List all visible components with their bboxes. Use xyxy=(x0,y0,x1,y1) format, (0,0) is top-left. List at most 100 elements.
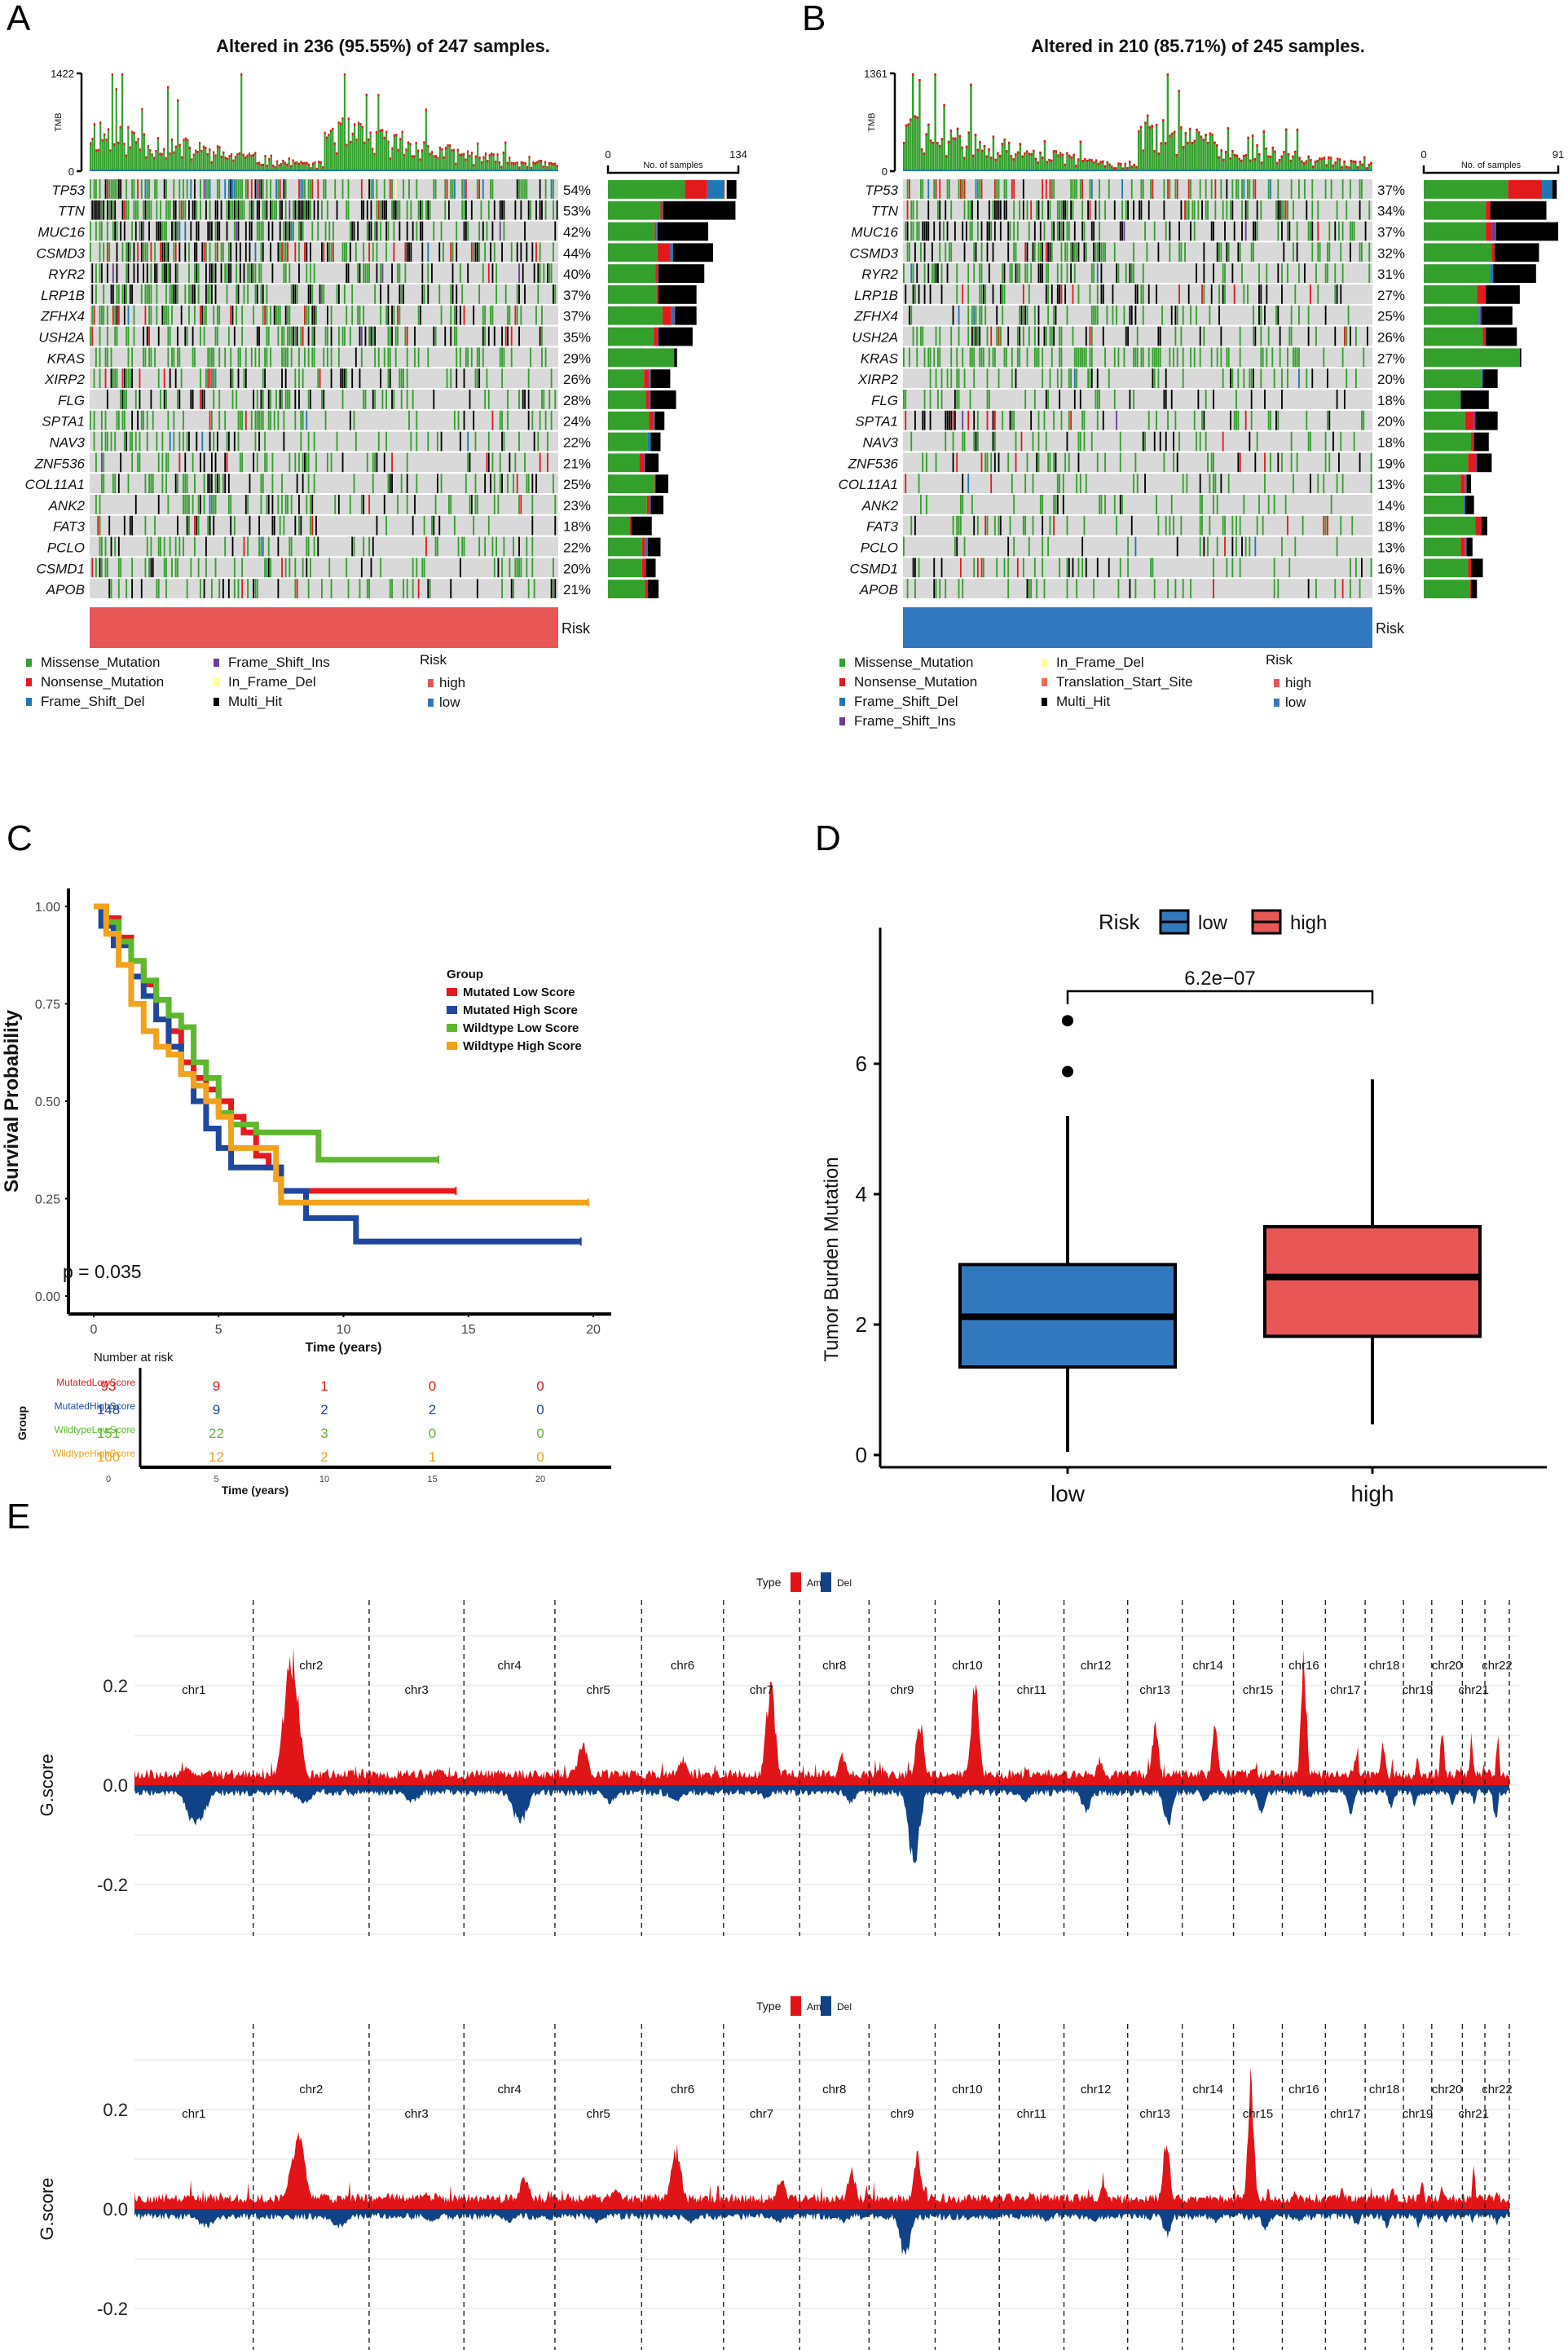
oncoplot-cell xyxy=(100,452,103,473)
tmb-bar-cap xyxy=(214,154,217,157)
tmb-bar-cap xyxy=(983,144,986,148)
oncoplot-cell xyxy=(203,326,205,346)
oncoplot-cell xyxy=(945,410,947,430)
oncoplot-cell xyxy=(262,242,264,262)
oncoplot-cell xyxy=(387,284,390,304)
tmb-bar-cap xyxy=(91,138,94,141)
oncoplot-cell xyxy=(998,326,1000,346)
oncoplot-cell xyxy=(294,368,297,388)
oncoplot-cell xyxy=(905,410,907,430)
oncoplot-cell xyxy=(1281,536,1283,557)
oncoplot-cell xyxy=(1253,368,1254,388)
oncoplot-cell xyxy=(351,305,354,325)
tmb-bar xyxy=(278,164,280,171)
side-bar-segment xyxy=(662,306,672,325)
oncoplot-cell xyxy=(933,347,936,368)
tmb-bar-cap xyxy=(1084,157,1086,161)
oncoplot-cell xyxy=(197,515,200,536)
oncoplot-cell xyxy=(1262,515,1264,536)
tmb-bar-cap xyxy=(1086,160,1089,163)
tmb-bar xyxy=(216,145,219,171)
tmb-bar-cap xyxy=(520,161,522,164)
oncoplot-cell xyxy=(133,200,135,220)
oncoplot-cell xyxy=(1239,452,1241,473)
tmb-bar-cap xyxy=(1227,126,1230,130)
oncoplot-cell xyxy=(161,221,164,241)
tmb-bar xyxy=(1310,159,1312,171)
oncoplot-cell xyxy=(507,474,509,493)
oncoplot-cell xyxy=(1093,305,1095,325)
oncoplot-cell xyxy=(945,579,947,598)
oncoplot-cell xyxy=(967,305,970,325)
oncoplot-cell xyxy=(134,200,137,220)
tmb-bar xyxy=(155,150,157,171)
tmb-bar-cap xyxy=(466,150,469,153)
tmb-bar xyxy=(961,146,963,171)
tmb-bar-cap xyxy=(1066,152,1068,155)
tmb-bar xyxy=(1021,155,1024,171)
oncoplot-cell xyxy=(1341,347,1344,368)
oncoplot-cell xyxy=(1068,410,1070,430)
oncoplot-cell xyxy=(1267,495,1270,514)
tmb-bar xyxy=(1184,132,1187,171)
tmb-bar xyxy=(1012,158,1015,171)
oncoplot-cell xyxy=(539,242,541,262)
oncoplot-cell xyxy=(1024,474,1027,493)
oncoplot-cell xyxy=(146,242,148,262)
gistic-chrom-label: chr8 xyxy=(822,1659,846,1673)
oncoplot-cell xyxy=(450,305,452,325)
risk-table-cell: 93 xyxy=(101,1378,117,1394)
side-bar-segment xyxy=(608,390,646,409)
tmb-bar xyxy=(375,131,377,171)
oncoplot-row-bg xyxy=(903,495,1372,514)
oncoplot-cell xyxy=(293,221,294,241)
oncoplot-cell xyxy=(227,263,230,283)
oncoplot-cell xyxy=(174,558,177,578)
oncoplot-cell xyxy=(399,221,401,241)
tmb-bar xyxy=(282,160,284,171)
oncoplot-cell xyxy=(550,410,553,430)
oncoplot-cell xyxy=(144,200,147,220)
oncoplot-row-bg xyxy=(90,452,558,473)
oncoplot-cell xyxy=(1100,242,1103,262)
oncoplot-cell xyxy=(956,368,958,388)
oncoplot-cell xyxy=(1290,305,1293,325)
oncoplot-cell xyxy=(359,305,361,325)
oncoplot-cell xyxy=(1119,495,1121,514)
tmb-bar-cap xyxy=(262,163,265,166)
tmb-bar xyxy=(1093,161,1095,171)
oncoplot-cell xyxy=(190,284,192,304)
oncoplot-cell xyxy=(1307,305,1310,325)
oncoplot-cell xyxy=(127,305,130,325)
oncoplot-cell xyxy=(510,326,513,346)
oncoplot-cell xyxy=(446,179,448,199)
oncoplot-cell xyxy=(148,179,150,199)
tmb-bar-cap xyxy=(93,123,96,126)
tmb-bar xyxy=(1301,160,1303,171)
oncoplot-cell xyxy=(976,326,979,346)
tmb-bar xyxy=(1346,165,1348,171)
oncoplot-cell xyxy=(256,410,258,430)
oncoplot-cell xyxy=(979,179,981,199)
oncoplot-cell xyxy=(1277,221,1280,241)
oncoplot-cell xyxy=(213,263,215,283)
oncoplot-cell xyxy=(1073,242,1076,262)
tmb-bar xyxy=(983,144,986,171)
tmb-bar xyxy=(1086,160,1089,171)
oncoplot-cell xyxy=(114,536,117,557)
oncoplot-cell xyxy=(117,410,120,430)
oncoplot-cell xyxy=(190,390,192,409)
oncoplot-cell xyxy=(1073,221,1076,241)
tmb-bar xyxy=(409,143,412,171)
oncoplot-cell xyxy=(1344,390,1346,409)
tmb-bar xyxy=(938,144,941,171)
tmb-bar-cap xyxy=(141,108,143,111)
oncoplot-cell xyxy=(976,558,979,578)
tmb-bar-cap xyxy=(1258,153,1261,157)
oncoplot-cell xyxy=(971,305,973,325)
oncoplot-cell xyxy=(444,179,447,199)
oncoplot-cell xyxy=(503,431,505,452)
oncoplot-cell xyxy=(1264,305,1266,325)
oncoplot-cell xyxy=(1076,179,1078,199)
oncoplot-cell xyxy=(1277,305,1280,325)
